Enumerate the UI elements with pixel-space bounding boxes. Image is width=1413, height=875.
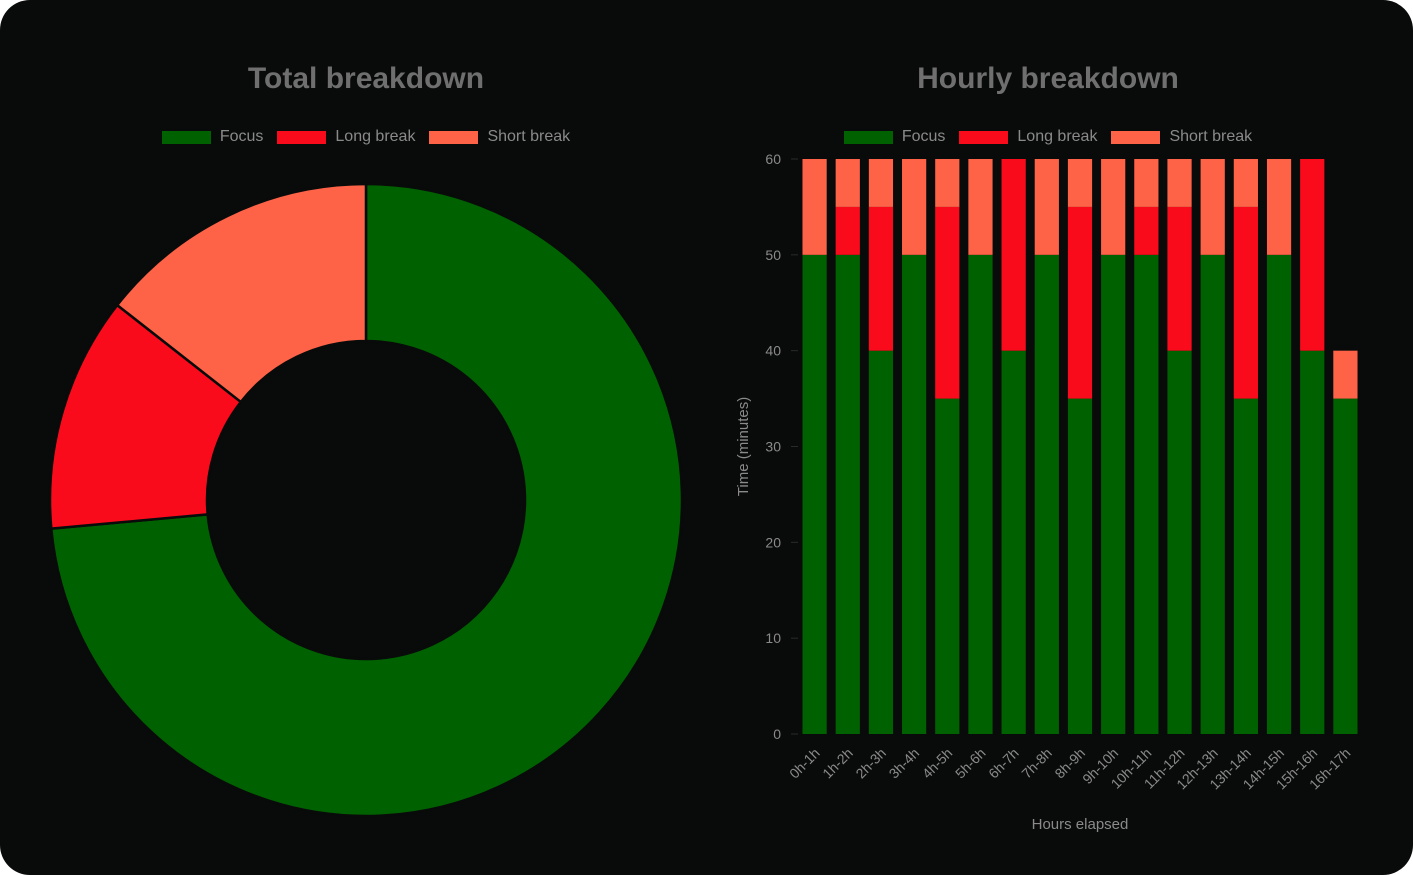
x-tick-label: 7h-8h — [1018, 745, 1055, 782]
bar-segment-short-break[interactable] — [1134, 159, 1159, 207]
bar-segment-long-break[interactable] — [1134, 206, 1159, 255]
bar-segment-focus[interactable] — [1034, 254, 1059, 735]
bar-segment-focus[interactable] — [835, 254, 860, 735]
bar-segment-short-break[interactable] — [1067, 159, 1093, 207]
y-tick-label: 40 — [765, 343, 781, 359]
bar-segment-long-break[interactable] — [1300, 159, 1325, 351]
bar-segment-short-break[interactable] — [802, 159, 827, 255]
bar-segment-short-break[interactable] — [1200, 159, 1225, 255]
x-tick-label: 0h-1h — [786, 745, 823, 782]
bar-legend-swatch-short-break — [1111, 130, 1161, 144]
legend-item-focus[interactable]: Focus — [161, 128, 264, 146]
legend-item-long-break[interactable]: Long break — [277, 128, 415, 146]
donut-slice-focus[interactable] — [49, 182, 684, 818]
legend-label-focus: Focus — [219, 128, 264, 145]
bar-segment-focus[interactable] — [868, 350, 894, 734]
bar-segment-focus[interactable] — [1067, 398, 1093, 734]
bar-segment-long-break[interactable] — [1001, 159, 1026, 351]
bar-segment-focus[interactable] — [1233, 398, 1258, 734]
bar-legend-item-short-break[interactable]: Short break — [1111, 128, 1252, 146]
bar-segment-long-break[interactable] — [935, 206, 960, 399]
bar-segment-long-break[interactable] — [835, 206, 860, 255]
bar-legend-label-short-break: Short break — [1169, 128, 1253, 145]
y-tick-label: 30 — [765, 439, 781, 455]
bar-segment-short-break[interactable] — [835, 159, 860, 207]
x-axis-title: Hours elapsed — [1032, 816, 1129, 833]
bar-legend-swatch-focus — [843, 130, 893, 144]
y-tick-label: 10 — [765, 630, 781, 646]
donut-slice-short-break[interactable] — [115, 182, 368, 404]
donut-legend: Focus Long break Short break — [116, 126, 616, 148]
bar-segment-focus[interactable] — [902, 254, 927, 735]
donut-chart-title: Total breakdown — [247, 62, 485, 95]
bar-segment-focus[interactable] — [1266, 254, 1292, 735]
bar-segment-short-break[interactable] — [1101, 159, 1126, 255]
bar-segment-short-break[interactable] — [868, 159, 894, 207]
bar-segment-focus[interactable] — [1134, 254, 1159, 735]
legend-swatch-short-break — [429, 130, 479, 144]
bar-segment-short-break[interactable] — [1034, 159, 1059, 255]
x-tick-label: 4h-5h — [919, 745, 956, 782]
bar-chart-title: Hourly breakdown — [917, 62, 1179, 95]
bar-legend-item-long-break[interactable]: Long break — [959, 128, 1097, 146]
legend-swatch-long-break — [277, 130, 327, 144]
bar-legend-label-focus: Focus — [901, 128, 946, 145]
legend-label-long-break: Long break — [335, 128, 416, 145]
x-tick-label: 6h-7h — [985, 745, 1022, 782]
legend-label-short-break: Short break — [487, 128, 571, 145]
x-tick-label: 2h-3h — [852, 745, 889, 782]
bar-segment-focus[interactable] — [1001, 350, 1026, 734]
x-tick-label: 5h-6h — [952, 745, 989, 782]
bar-segment-short-break[interactable] — [1333, 350, 1358, 399]
donut-slice-long-break[interactable] — [48, 303, 243, 530]
y-tick-label: 0 — [773, 726, 781, 742]
x-tick-label: 1h-2h — [819, 745, 856, 782]
bar-segment-focus[interactable] — [802, 254, 827, 735]
bar-segment-short-break[interactable] — [1167, 159, 1192, 207]
bar-segment-long-break[interactable] — [868, 206, 894, 351]
bar-legend-label-long-break: Long break — [1017, 128, 1098, 145]
bar-segment-focus[interactable] — [1200, 254, 1225, 735]
bar-segment-focus[interactable] — [968, 254, 993, 735]
bar-segment-long-break[interactable] — [1067, 206, 1093, 399]
bar-segment-short-break[interactable] — [935, 159, 960, 207]
bar-segment-long-break[interactable] — [1167, 206, 1192, 351]
bar-legend-item-focus[interactable]: Focus — [843, 128, 946, 146]
bar-segment-long-break[interactable] — [1233, 206, 1258, 399]
y-axis-title: Time (minutes) — [735, 397, 752, 496]
bar-segment-short-break[interactable] — [968, 159, 993, 255]
bar-segment-focus[interactable] — [1101, 254, 1126, 735]
bar-segment-focus[interactable] — [935, 398, 960, 734]
bar-segment-focus[interactable] — [1333, 398, 1358, 734]
y-tick-label: 50 — [765, 247, 781, 263]
y-tick-label: 60 — [765, 151, 781, 167]
bar-segment-focus[interactable] — [1167, 350, 1192, 734]
y-tick-label: 20 — [765, 534, 781, 550]
bar-segment-short-break[interactable] — [1266, 159, 1292, 255]
bar-segment-short-break[interactable] — [902, 159, 927, 255]
legend-swatch-focus — [161, 130, 211, 144]
bar-legend-swatch-long-break — [959, 130, 1009, 144]
x-tick-label: 3h-4h — [886, 745, 923, 782]
bar-legend: Focus Long break Short break — [798, 126, 1298, 148]
legend-item-short-break[interactable]: Short break — [429, 128, 570, 146]
bar-segment-focus[interactable] — [1300, 350, 1325, 734]
bar-segment-short-break[interactable] — [1233, 159, 1258, 207]
